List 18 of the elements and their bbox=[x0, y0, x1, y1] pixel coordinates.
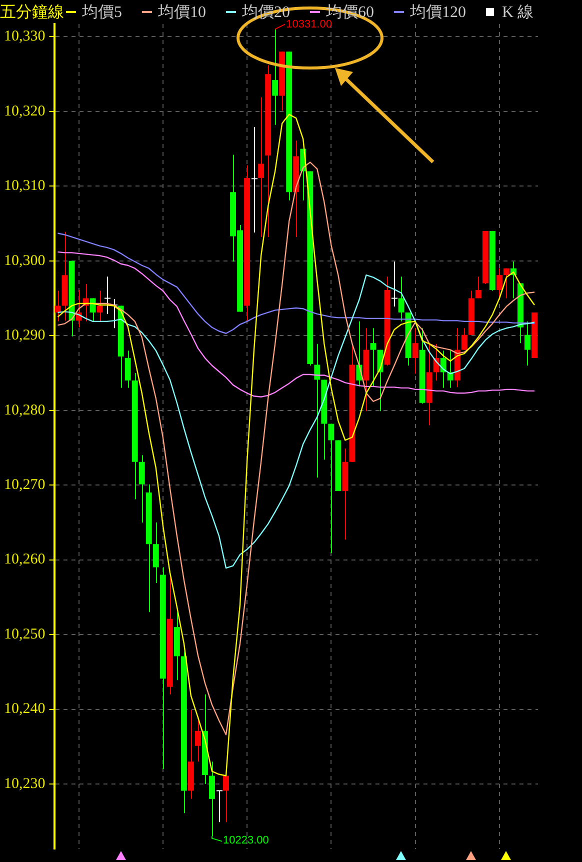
y-tick-label: 10,250 bbox=[4, 626, 46, 642]
y-tick-label: 10,300 bbox=[4, 252, 46, 269]
annotation: 10331.00 bbox=[286, 18, 332, 30]
legend-label: 均價5 bbox=[82, 2, 122, 22]
y-tick-label: 10,330 bbox=[4, 28, 46, 45]
y-tick-label: 10,320 bbox=[4, 103, 46, 120]
annotation: 10223.00 bbox=[222, 834, 269, 846]
legend-label: 均價10 bbox=[158, 2, 206, 22]
y-tick-label: 10,240 bbox=[4, 701, 46, 718]
y-tick-label: 10,280 bbox=[4, 402, 46, 418]
y-tick-label: 10,270 bbox=[4, 477, 46, 494]
legend-label: 均價120 bbox=[410, 2, 466, 22]
y-tick-label: 10,290 bbox=[4, 328, 46, 344]
legend-label: K 線 bbox=[502, 2, 534, 22]
y-tick-label: 10,310 bbox=[4, 178, 46, 194]
y-tick-label: 10,230 bbox=[4, 776, 46, 792]
y-tick-label: 10,260 bbox=[4, 552, 46, 568]
chart-title: 五分鐘線 bbox=[0, 2, 64, 22]
